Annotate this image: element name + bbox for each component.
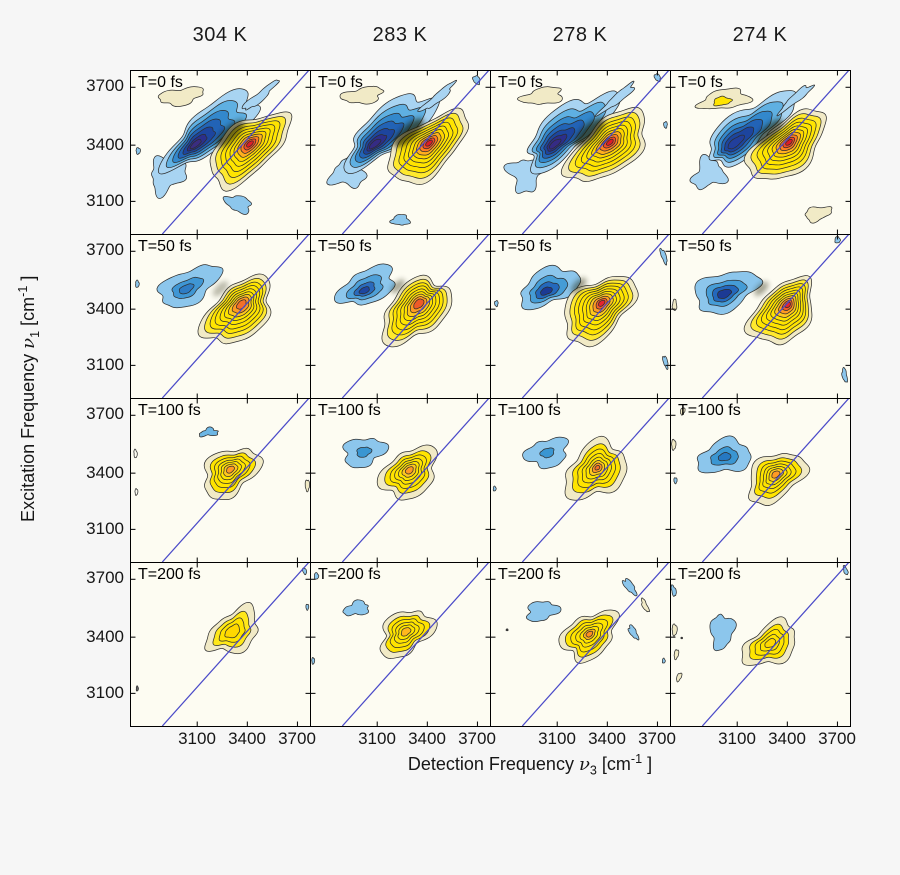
panel-time-label: T=0 fs xyxy=(318,74,363,91)
panel-283K-T50fs: T=50 fs xyxy=(311,235,491,399)
contour-plot xyxy=(311,399,490,562)
x-tick-label: 3100 xyxy=(178,729,216,748)
contour-plot xyxy=(491,563,670,726)
contour-plot xyxy=(311,71,490,234)
panel-278K-T0fs: T=0 fs xyxy=(491,71,671,235)
panel-time-label: T=50 fs xyxy=(498,238,552,255)
panel-278K-T50fs: T=50 fs xyxy=(491,235,671,399)
y-tick-label: 3100 xyxy=(86,519,124,538)
contour-plot xyxy=(131,71,310,234)
contour-plot xyxy=(671,563,850,726)
panel-time-label: T=50 fs xyxy=(678,238,732,255)
y-tick-label: 3700 xyxy=(86,76,124,95)
panel-time-label: T=0 fs xyxy=(138,74,183,91)
panel-time-label: T=200 fs xyxy=(498,566,561,583)
column-header-278K: 278 K xyxy=(552,24,608,46)
panel-time-label: T=100 fs xyxy=(138,402,201,419)
x-axis-title: Detection Frequency ν3 [cm-1 ] xyxy=(407,752,653,778)
panel-time-label: T=50 fs xyxy=(138,238,192,255)
x-tick-label: 3700 xyxy=(458,729,496,748)
panel-time-label: T=100 fs xyxy=(318,402,381,419)
panel-274K-T50fs: T=50 fs xyxy=(671,235,851,399)
panel-304K-T100fs: T=100 fs xyxy=(131,399,311,563)
panel-283K-T100fs: T=100 fs xyxy=(311,399,491,563)
y-axis-title: Excitation Frequency ν1 [cm-1 ] xyxy=(16,275,42,522)
contour-plot xyxy=(491,399,670,562)
panel-time-label: T=100 fs xyxy=(498,402,561,419)
y-tick-label: 3400 xyxy=(86,463,124,482)
y-tick-label: 3700 xyxy=(86,568,124,587)
contour-plot xyxy=(131,399,310,562)
panel-278K-T100fs: T=100 fs xyxy=(491,399,671,563)
x-tick-label: 3700 xyxy=(278,729,316,748)
x-tick-label: 3100 xyxy=(538,729,576,748)
panel-274K-T200fs: T=200 fs xyxy=(671,563,851,727)
panel-283K-T200fs: T=200 fs xyxy=(311,563,491,727)
panel-274K-T100fs: T=100 fs xyxy=(671,399,851,563)
panel-time-label: T=0 fs xyxy=(678,74,723,91)
y-tick-label: 3400 xyxy=(86,627,124,646)
y-tick-label: 3700 xyxy=(86,240,124,259)
panel-time-label: T=200 fs xyxy=(678,566,741,583)
x-tick-label: 3700 xyxy=(638,729,676,748)
contour-plot xyxy=(491,71,670,234)
panel-283K-T0fs: T=0 fs xyxy=(311,71,491,235)
column-header-304K: 304 K xyxy=(192,24,248,46)
x-tick-label: 3400 xyxy=(228,729,266,748)
contour-plot xyxy=(671,235,850,398)
contour-plot xyxy=(311,235,490,398)
contour-plot xyxy=(671,399,850,562)
panel-278K-T200fs: T=200 fs xyxy=(491,563,671,727)
y-tick-label: 3100 xyxy=(86,683,124,702)
column-header-283K: 283 K xyxy=(372,24,428,46)
y-tick-label: 3400 xyxy=(86,299,124,318)
panel-time-label: T=50 fs xyxy=(318,238,372,255)
y-tick-label: 3400 xyxy=(86,135,124,154)
y-tick-label: 3100 xyxy=(86,355,124,374)
x-tick-label: 3400 xyxy=(408,729,446,748)
panel-304K-T50fs: T=50 fs xyxy=(131,235,311,399)
panel-274K-T0fs: T=0 fs xyxy=(671,71,851,235)
x-tick-label: 3400 xyxy=(768,729,806,748)
panel-time-label: T=200 fs xyxy=(138,566,201,583)
y-tick-label: 3100 xyxy=(86,191,124,210)
x-tick-label: 3400 xyxy=(588,729,626,748)
contour-plot xyxy=(131,235,310,398)
x-tick-label: 3100 xyxy=(718,729,756,748)
y-tick-label: 3700 xyxy=(86,404,124,423)
panel-time-label: T=200 fs xyxy=(318,566,381,583)
panel-304K-T200fs: T=200 fs xyxy=(131,563,311,727)
contour-plot xyxy=(491,235,670,398)
column-header-274K: 274 K xyxy=(732,24,788,46)
panel-time-label: T=0 fs xyxy=(498,74,543,91)
panel-304K-T0fs: T=0 fs xyxy=(131,71,311,235)
contour-plot xyxy=(311,563,490,726)
panel-time-label: T=100 fs xyxy=(678,402,741,419)
contour-plot xyxy=(671,71,850,234)
x-tick-label: 3700 xyxy=(818,729,856,748)
x-tick-label: 3100 xyxy=(358,729,396,748)
contour-plot xyxy=(131,563,310,726)
panel-grid: T=0 fs T=0 fs T=0 fs T=0 fs T=50 fs T=50… xyxy=(130,70,851,727)
